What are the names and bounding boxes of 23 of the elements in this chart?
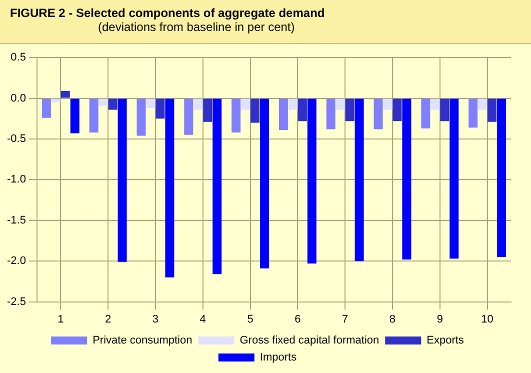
legend-label: Imports [260, 352, 298, 364]
chart-title: FIGURE 2 - Selected components of aggregate demand [10, 6, 326, 20]
y-tick-label: -2.0 [6, 255, 26, 268]
x-tick-label: 2 [105, 313, 112, 326]
y-tick-label: -1.5 [6, 214, 26, 226]
x-tick-label: 4 [200, 313, 206, 326]
y-tick-label: -2.5 [6, 296, 26, 308]
x-tick-label: 6 [294, 313, 301, 326]
x-tick-label: 5 [247, 313, 254, 326]
y-tick-label: 0.0 [10, 92, 26, 104]
y-tick-label: -1.0 [6, 174, 26, 186]
y-tick-label: -0.5 [6, 133, 26, 146]
x-tick-label: 1 [58, 313, 64, 326]
x-tick-label: 3 [152, 313, 159, 326]
x-tick-label: 9 [436, 313, 443, 326]
legend-label: Exports [426, 334, 464, 347]
x-tick-label: 10 [481, 313, 494, 326]
x-tick-label: 7 [342, 313, 348, 326]
y-tick-label: 0.5 [10, 52, 26, 64]
legend-label: Gross fixed capital formation [240, 334, 380, 347]
x-tick-label: 8 [389, 313, 396, 326]
legend-label: Private consumption [92, 334, 192, 347]
chart-subtitle: (deviations from baseline in per cent) [97, 20, 296, 34]
